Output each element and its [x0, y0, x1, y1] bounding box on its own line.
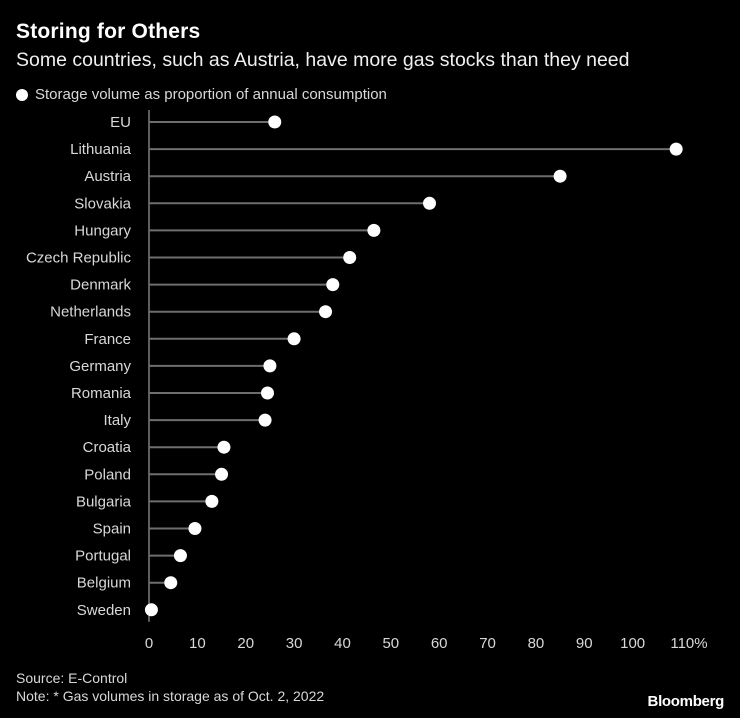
lollipop-dot [173, 549, 187, 563]
category-label: Italy [103, 412, 131, 429]
lollipop-dot [367, 223, 381, 237]
category-label: Germany [69, 358, 131, 375]
category-label: Hungary [74, 222, 131, 239]
category-label: Belgium [77, 575, 131, 592]
lollipop-dot [268, 115, 282, 129]
category-label: Bulgaria [76, 493, 132, 510]
category-label: Spain [93, 521, 131, 538]
x-tick-label: 0 [145, 635, 153, 652]
category-label: Czech Republic [26, 250, 132, 267]
legend-label: Storage volume as proportion of annual c… [35, 86, 387, 103]
chart-subtitle: Some countries, such as Austria, have mo… [16, 49, 630, 71]
lollipop-dot [217, 440, 231, 454]
lollipop-dot [343, 251, 357, 264]
lollipop-dot [423, 196, 437, 210]
x-tick-label: 110% [670, 635, 707, 652]
x-tick-label: 90 [576, 635, 593, 652]
lollipop-dot [164, 576, 178, 590]
x-tick-label: 20 [237, 635, 254, 652]
category-label: Poland [84, 466, 131, 483]
x-tick-label: 50 [382, 635, 399, 652]
category-label: Sweden [77, 602, 131, 619]
category-label: Denmark [70, 277, 131, 294]
legend-dot-icon [16, 88, 28, 101]
lollipop-dot [258, 413, 272, 427]
x-tick-label: 80 [528, 635, 545, 652]
x-tick-label: 60 [431, 635, 448, 652]
source-note: Source: E-Control [16, 670, 128, 686]
lollipop-dot [319, 305, 333, 319]
lollipop-dot [287, 332, 301, 346]
category-label: Austria [84, 168, 131, 185]
category-label: France [84, 331, 131, 348]
lollipop-dot [188, 522, 202, 535]
category-label: Portugal [75, 548, 131, 565]
lollipop-dot [144, 603, 158, 617]
x-tick-label: 10 [189, 635, 206, 652]
lollipop-dot [260, 386, 274, 400]
category-label: Lithuania [70, 141, 132, 158]
chart-title: Storing for Others [16, 20, 201, 43]
x-tick-label: 100 [620, 635, 645, 652]
x-tick-label: 40 [334, 635, 351, 652]
x-tick-label: 70 [479, 635, 496, 652]
lollipop-dot [263, 359, 277, 373]
legend: Storage volume as proportion of annual c… [16, 86, 387, 103]
lollipop-dot [205, 494, 219, 508]
lollipop-dot [326, 278, 340, 292]
x-tick-label: 30 [286, 635, 303, 652]
category-label: Croatia [83, 439, 132, 456]
category-label: Slovakia [74, 195, 131, 212]
lollipop-dot [215, 467, 229, 481]
footnote: Note: * Gas volumes in storage as of Oct… [16, 688, 325, 704]
lollipop-dot [553, 169, 567, 183]
category-label: EU [110, 114, 131, 131]
category-label: Netherlands [50, 304, 131, 321]
category-label: Romania [71, 385, 132, 402]
bloomberg-logo: Bloomberg [647, 693, 725, 710]
lollipop-dot [669, 142, 683, 156]
